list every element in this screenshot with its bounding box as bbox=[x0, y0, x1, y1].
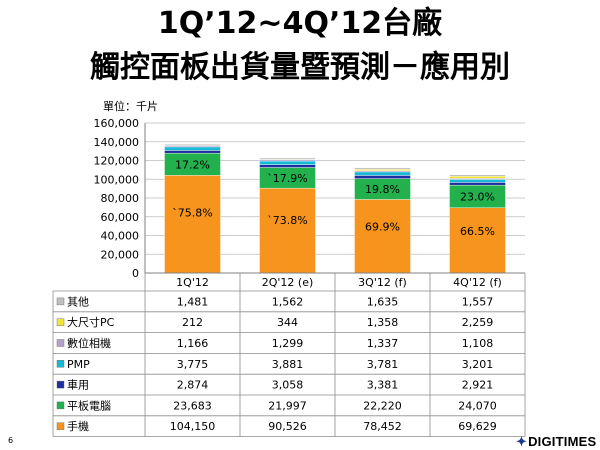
page-number: 6 bbox=[8, 436, 14, 445]
bar-segment bbox=[354, 199, 411, 274]
data-label: `17.9% bbox=[267, 172, 307, 185]
bar-segment bbox=[164, 175, 221, 274]
table-cell: 1,166 bbox=[177, 337, 209, 350]
table-cell: 3,381 bbox=[367, 379, 399, 392]
table-cell: 1,299 bbox=[272, 337, 304, 350]
data-label: `73.8% bbox=[267, 214, 307, 227]
table-cell: 2,874 bbox=[177, 379, 209, 392]
y-tick-label: 100,000 bbox=[94, 173, 140, 186]
chart-title-line2: 觸控面板出貨量暨預測－應用別 bbox=[90, 50, 510, 85]
x-tick-label: 2Q'12 (e) bbox=[262, 276, 314, 289]
table-cell: 1,557 bbox=[462, 295, 494, 308]
y-tick-label: 40,000 bbox=[101, 230, 140, 243]
table-cell: 344 bbox=[277, 316, 298, 329]
bar-segment bbox=[164, 146, 221, 151]
bar-segment bbox=[449, 182, 506, 186]
legend-label: PMP bbox=[67, 358, 90, 371]
table-cell: 21,997 bbox=[268, 399, 307, 412]
bar-segment bbox=[354, 171, 411, 176]
table-cell: 1,635 bbox=[367, 295, 399, 308]
legend-label: 平板電腦 bbox=[67, 398, 111, 412]
unit-label: 單位：千片 bbox=[103, 100, 158, 113]
y-tick-label: 20,000 bbox=[101, 248, 140, 261]
data-label: 17.2% bbox=[175, 158, 210, 171]
table-cell: 212 bbox=[182, 316, 203, 329]
table-cell: 2,259 bbox=[462, 316, 494, 329]
y-tick-label: 60,000 bbox=[101, 211, 140, 224]
data-label: 69.9% bbox=[365, 220, 400, 233]
x-tick-label: 4Q'12 (f) bbox=[453, 276, 502, 289]
y-tick-label: 0 bbox=[132, 267, 139, 280]
table-cell: 78,452 bbox=[363, 420, 402, 433]
table-cell: 1,481 bbox=[177, 295, 209, 308]
legend-label: 車用 bbox=[67, 378, 89, 392]
table-cell: 2,921 bbox=[462, 379, 494, 392]
bar-segment bbox=[449, 174, 506, 177]
bar-segment bbox=[449, 176, 506, 179]
bar-segment bbox=[449, 179, 506, 183]
data-label: `75.8% bbox=[172, 206, 212, 219]
legend-swatch bbox=[56, 401, 65, 410]
bar-segment bbox=[259, 160, 316, 165]
legend-label: 大尺寸PC bbox=[67, 315, 115, 329]
bar-segment bbox=[164, 150, 221, 154]
bar-segment bbox=[164, 144, 221, 146]
legend-swatch bbox=[56, 339, 65, 347]
bar-segment bbox=[259, 187, 316, 274]
legend-label: 手機 bbox=[67, 419, 89, 433]
table-cell: 3,775 bbox=[177, 358, 209, 371]
y-tick-label: 140,000 bbox=[94, 136, 140, 149]
legend-swatch bbox=[56, 297, 65, 306]
legend-label: 其他 bbox=[67, 295, 89, 308]
table-cell: 22,220 bbox=[363, 399, 402, 412]
table-cell: 1,337 bbox=[367, 337, 399, 350]
digitimes-logo: ✦DIGITIMES bbox=[516, 434, 597, 449]
table-cell: 1,358 bbox=[367, 316, 399, 329]
legend-swatch bbox=[56, 318, 65, 326]
table-cell: 69,629 bbox=[458, 420, 497, 433]
table-cell: 104,150 bbox=[170, 420, 216, 433]
legend-swatch bbox=[56, 380, 65, 389]
legend-label: 數位相機 bbox=[67, 336, 111, 350]
data-label: 19.8% bbox=[365, 183, 400, 196]
data-label: 23.0% bbox=[460, 190, 495, 203]
legend-swatch bbox=[56, 360, 65, 368]
bar-segment bbox=[449, 207, 506, 274]
table-cell: 3,201 bbox=[462, 358, 494, 371]
table-cell: 90,526 bbox=[268, 420, 307, 433]
chart-title-line1: 1Q’12~4Q’12台廠 bbox=[157, 6, 443, 41]
y-tick-label: 80,000 bbox=[101, 192, 140, 205]
table-cell: 24,070 bbox=[458, 399, 497, 412]
table-cell: 1,108 bbox=[462, 337, 494, 350]
x-tick-label: 1Q'12 bbox=[176, 276, 209, 289]
table-cell: 23,683 bbox=[173, 399, 212, 412]
bar-segment bbox=[259, 157, 316, 160]
y-tick-label: 120,000 bbox=[94, 155, 140, 168]
x-tick-label: 3Q'12 (f) bbox=[358, 276, 407, 289]
bar-segment bbox=[354, 175, 411, 179]
table-cell: 3,781 bbox=[367, 358, 399, 371]
data-label: 66.5% bbox=[460, 225, 495, 238]
table-cell: 3,058 bbox=[272, 379, 304, 392]
legend-swatch bbox=[56, 422, 65, 430]
table-cell: 1,562 bbox=[272, 295, 304, 308]
y-tick-label: 160,000 bbox=[94, 117, 140, 130]
table-cell: 3,881 bbox=[272, 358, 304, 371]
bar-segment bbox=[354, 167, 411, 170]
bar-segment bbox=[259, 164, 316, 168]
